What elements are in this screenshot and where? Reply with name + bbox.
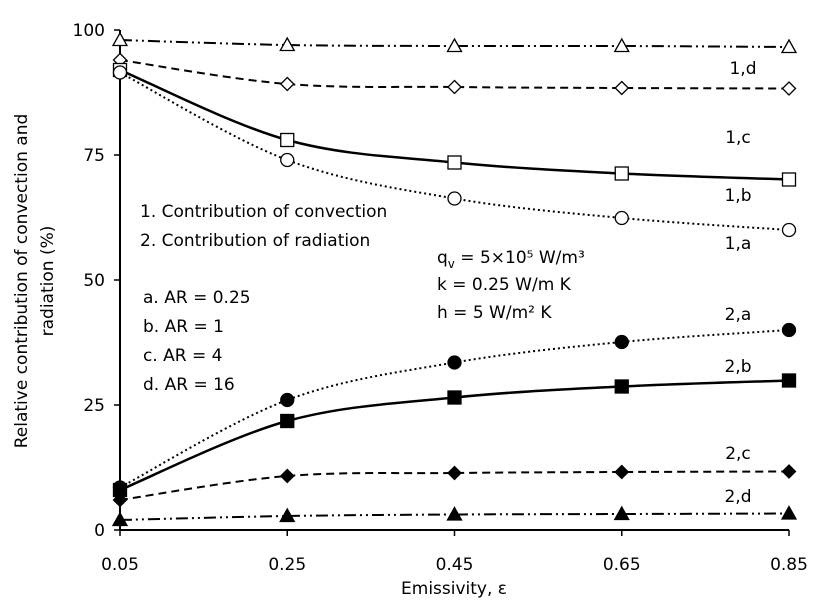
series-label-1a: 1,a — [725, 234, 752, 254]
series-2c — [112, 464, 797, 508]
data-point-2d — [613, 505, 630, 521]
data-point-2d — [446, 506, 463, 521]
data-point-1d — [111, 31, 129, 47]
data-point-1d — [446, 37, 463, 53]
y-tick-label: 25 — [83, 396, 105, 416]
ar-line-a: a. AR = 0.25 — [143, 288, 251, 308]
data-point-2b — [781, 373, 797, 388]
data-point-2a — [614, 334, 629, 350]
data-point-2c — [447, 465, 462, 481]
data-point-2c — [781, 464, 797, 479]
data-point-1a — [112, 65, 128, 80]
x-tick-label: 0.65 — [603, 555, 641, 575]
series-2d — [111, 505, 798, 527]
y-tick-label: 100 — [73, 21, 105, 41]
data-point-1c — [781, 81, 797, 96]
series-1d — [111, 31, 798, 54]
data-point-2a — [280, 392, 295, 408]
x-tick-label: 0.05 — [101, 555, 139, 575]
y-axis-title-line-1: Relative contribution of convection and — [12, 114, 32, 449]
ar-line-c: c. AR = 4 — [143, 346, 222, 366]
data-point-2c — [279, 468, 295, 484]
y-tick-label: 0 — [94, 521, 105, 541]
data-point-2b — [447, 390, 462, 405]
data-point-1a — [447, 191, 462, 206]
data-point-1d — [613, 37, 630, 53]
data-point-1a — [781, 222, 797, 238]
series-1c — [112, 52, 797, 96]
series-1b — [112, 62, 797, 187]
data-point-1b — [614, 166, 629, 181]
y-axis-title-line-2: radiation (%) — [38, 226, 58, 337]
series-layer — [111, 31, 798, 527]
series-label-2a: 2,a — [725, 305, 752, 325]
data-point-1a — [280, 152, 295, 168]
axes: 0 25 50 75 100 0.05 0.25 0.45 0.65 0.85 — [73, 21, 808, 575]
series-line-1c — [119, 59, 790, 90]
data-point-1c — [279, 76, 295, 92]
x-tick-label: 0.45 — [436, 555, 474, 575]
y-tick-label: 75 — [83, 146, 105, 166]
data-point-2a — [781, 322, 797, 338]
data-point-2d — [111, 511, 129, 527]
series-label-2c: 2,c — [725, 444, 751, 464]
data-point-2b — [614, 379, 629, 394]
ar-line-b: b. AR = 1 — [143, 317, 224, 337]
data-point-2c — [614, 464, 630, 480]
x-axis-title: Emissivity, ε — [401, 579, 507, 599]
series-1a — [112, 65, 797, 238]
data-point-2d — [279, 507, 296, 523]
series-labels: 1,d 1,c 1,b 1,a 2,a 2,b 2,c 2,d — [724, 59, 756, 507]
series-label-2b: 2,b — [724, 357, 751, 377]
series-label-1d: 1,d — [729, 59, 756, 79]
data-point-1d — [780, 38, 798, 54]
legend-line-convection: 1. Contribution of convection — [140, 202, 387, 222]
series-label-1b: 1,b — [724, 186, 751, 206]
data-point-2a — [447, 355, 462, 370]
data-point-2d — [780, 505, 798, 520]
data-point-1c — [614, 80, 630, 96]
series-line-2c — [119, 470, 790, 501]
data-point-1b — [447, 155, 462, 170]
series-2b — [112, 373, 797, 498]
data-point-1d — [279, 36, 296, 52]
data-point-2c — [112, 492, 128, 508]
data-point-1c — [447, 79, 462, 95]
param-h: h = 5 W/m² K — [437, 303, 552, 323]
x-tick-label: 0.85 — [770, 555, 808, 575]
param-k: k = 0.25 W/m K — [437, 275, 572, 295]
legend-line-radiation: 2. Contribution of radiation — [140, 231, 370, 251]
data-point-1a — [614, 210, 629, 226]
x-tick-label: 0.25 — [268, 555, 306, 575]
data-point-1b — [280, 132, 295, 148]
data-point-1b — [781, 172, 797, 187]
series-label-2d: 2,d — [724, 487, 751, 507]
y-tick-label: 50 — [83, 271, 105, 291]
ar-line-d: d. AR = 16 — [143, 375, 235, 395]
param-qv: qv = 5×10⁵ W/m³ — [437, 248, 585, 271]
data-point-2b — [280, 413, 295, 429]
series-label-1c: 1,c — [725, 128, 751, 148]
